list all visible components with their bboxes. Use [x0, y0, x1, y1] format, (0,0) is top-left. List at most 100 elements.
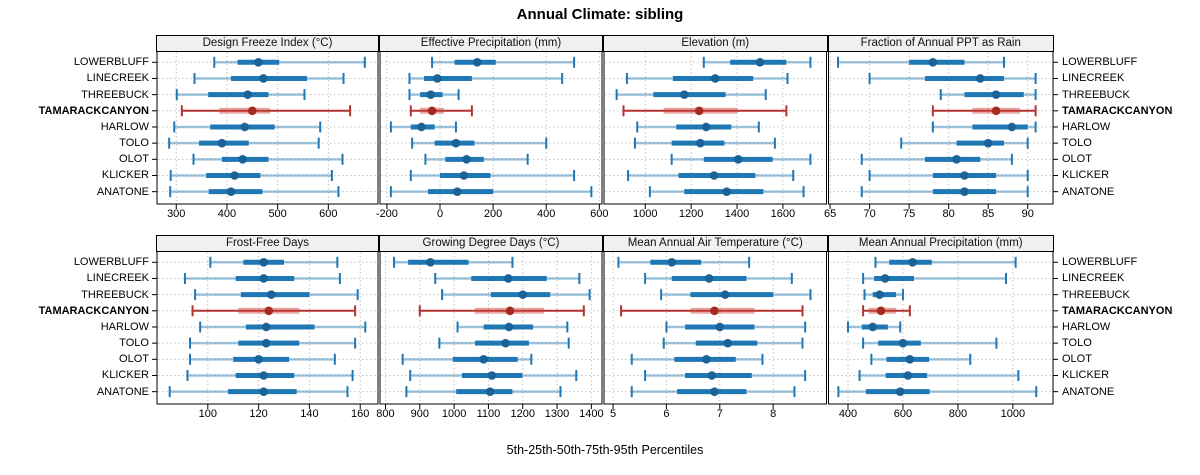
- site-label-right-klicker: KLICKER: [1062, 369, 1110, 382]
- median-dot-LOWERBLUFF: [928, 58, 938, 67]
- panel-strip-mean_annual_air_temperature: Mean Annual Air Temperature (°C): [603, 235, 828, 252]
- median-dot-LOWERBLUFF: [755, 58, 765, 67]
- site-label-left-harlow: HARLOW: [100, 120, 149, 133]
- panel-strip-effective_precipitation: Effective Precipitation (mm): [379, 35, 603, 52]
- site-label-right-linecreek: LINECREEK: [1062, 72, 1125, 85]
- x-tick-label: 1300: [544, 408, 570, 420]
- median-dot-TOLO: [898, 338, 908, 348]
- median-dot-TOLO: [983, 138, 993, 148]
- x-tick-label: 300: [167, 208, 186, 220]
- site-label-right-anatone: ANATONE: [1062, 185, 1115, 198]
- median-dot-ANATONE: [722, 187, 732, 196]
- x-tick-label: 140: [300, 408, 319, 420]
- x-tick-label: 8: [770, 408, 777, 420]
- median-dot-LINECREEK: [433, 74, 442, 83]
- x-tick-label: 1400: [579, 408, 604, 420]
- median-dot-TAMARACKCANYON: [247, 106, 257, 116]
- median-dot-HARLOW: [1007, 122, 1017, 132]
- median-dot-TAMARACKCANYON: [427, 106, 437, 116]
- site-label-left-linecreek: LINECREEK: [86, 72, 149, 85]
- x-tick-label: 160: [351, 408, 370, 420]
- site-label-right-tolo: TOLO: [1062, 137, 1092, 150]
- median-dot-LINECREEK: [259, 74, 268, 83]
- x-tick-label: 80: [942, 208, 955, 220]
- median-dot-LINECREEK: [710, 74, 720, 83]
- x-tick-label: 1000: [1000, 408, 1026, 420]
- site-label-left-olot: OLOT: [119, 353, 149, 366]
- site-label-right-threebuck: THREEBUCK: [1062, 88, 1130, 101]
- site-label-left-klicker: KLICKER: [101, 169, 149, 182]
- median-dot-TAMARACKCANYON: [505, 306, 515, 316]
- median-dot-KLICKER: [230, 171, 239, 180]
- site-label-right-linecreek: LINECREEK: [1062, 272, 1125, 285]
- x-axis-title: 5th-25th-50th-75th-95th Percentiles: [506, 443, 704, 457]
- median-dot-TOLO: [451, 138, 461, 148]
- site-label-left-harlow: HARLOW: [100, 320, 149, 333]
- x-tick-label: 400: [537, 208, 556, 220]
- median-dot-THREEBUCK: [991, 90, 1001, 99]
- x-tick-label: 1200: [510, 408, 535, 420]
- median-dot-ANATONE: [485, 387, 495, 396]
- x-tick-label: 600: [893, 408, 913, 420]
- site-label-right-olot: OLOT: [1062, 353, 1092, 366]
- site-label-left-tamarackcanyon: TAMARACKCANYON: [38, 304, 149, 317]
- median-dot-KLICKER: [903, 371, 913, 380]
- median-dot-TOLO: [723, 338, 733, 348]
- x-tick-label: 7: [716, 408, 723, 420]
- median-dot-THREEBUCK: [679, 90, 689, 99]
- median-dot-OLOT: [733, 155, 743, 164]
- median-dot-OLOT: [952, 155, 961, 164]
- site-label-right-anatone: ANATONE: [1062, 385, 1115, 398]
- panel-strip-mean_annual_precipitation: Mean Annual Precipitation (mm): [827, 235, 1054, 252]
- x-tick-label: 90: [1021, 208, 1034, 220]
- median-dot-TAMARACKCANYON: [710, 306, 719, 316]
- site-label-left-tolo: TOLO: [119, 337, 149, 350]
- median-dot-OLOT: [254, 355, 263, 364]
- site-label-left-anatone: ANATONE: [96, 185, 149, 198]
- x-tick-label: 1100: [476, 408, 501, 420]
- median-dot-TAMARACKCANYON: [876, 306, 886, 316]
- x-tick-label: 1000: [633, 208, 658, 220]
- median-dot-THREEBUCK: [875, 290, 884, 299]
- x-tick-label: -200: [375, 208, 398, 220]
- site-label-left-lowerbluff: LOWERBLUFF: [73, 56, 149, 69]
- site-label-left-threebuck: THREEBUCK: [81, 88, 149, 101]
- median-dot-KLICKER: [259, 371, 268, 380]
- median-dot-HARLOW: [261, 322, 271, 332]
- median-dot-HARLOW: [504, 322, 514, 332]
- x-tick-label: 500: [268, 208, 287, 220]
- median-dot-LINECREEK: [975, 74, 985, 83]
- site-label-right-lowerbluff: LOWERBLUFF: [1062, 56, 1138, 69]
- x-tick-label: 120: [249, 408, 268, 420]
- site-label-right-klicker: KLICKER: [1062, 169, 1110, 182]
- panel-strip-fraction_of_annual_ppt_as_rain: Fraction of Annual PPT as Rain: [827, 35, 1054, 52]
- x-tick-label: 1200: [678, 208, 704, 220]
- site-label-right-threebuck: THREEBUCK: [1062, 288, 1130, 301]
- site-label-left-threebuck: THREEBUCK: [81, 288, 149, 301]
- site-label-right-lowerbluff: LOWERBLUFF: [1062, 256, 1138, 269]
- site-label-right-olot: OLOT: [1062, 153, 1092, 166]
- site-label-left-linecreek: LINECREEK: [86, 272, 149, 285]
- x-tick-label: 5: [610, 408, 617, 420]
- median-dot-TOLO: [217, 138, 227, 148]
- median-dot-LOWERBLUFF: [472, 58, 482, 67]
- site-label-right-tamarackcanyon: TAMARACKCANYON: [1062, 304, 1173, 317]
- site-label-right-tolo: TOLO: [1062, 337, 1092, 350]
- median-dot-LOWERBLUFF: [667, 258, 677, 267]
- median-dot-OLOT: [238, 155, 247, 164]
- x-tick-label: 85: [982, 208, 995, 220]
- x-tick-label: 900: [410, 408, 429, 420]
- median-dot-THREEBUCK: [518, 290, 528, 299]
- x-tick-label: 600: [319, 208, 338, 220]
- median-dot-OLOT: [479, 355, 488, 364]
- median-dot-KLICKER: [707, 371, 717, 380]
- x-tick-label: 100: [198, 408, 217, 420]
- median-dot-ANATONE: [895, 387, 905, 396]
- site-label-left-anatone: ANATONE: [96, 385, 149, 398]
- median-dot-LOWERBLUFF: [259, 258, 268, 267]
- x-tick-label: 400: [217, 208, 237, 220]
- chart-title: Annual Climate: sibling: [516, 6, 684, 23]
- median-dot-KLICKER: [709, 171, 719, 180]
